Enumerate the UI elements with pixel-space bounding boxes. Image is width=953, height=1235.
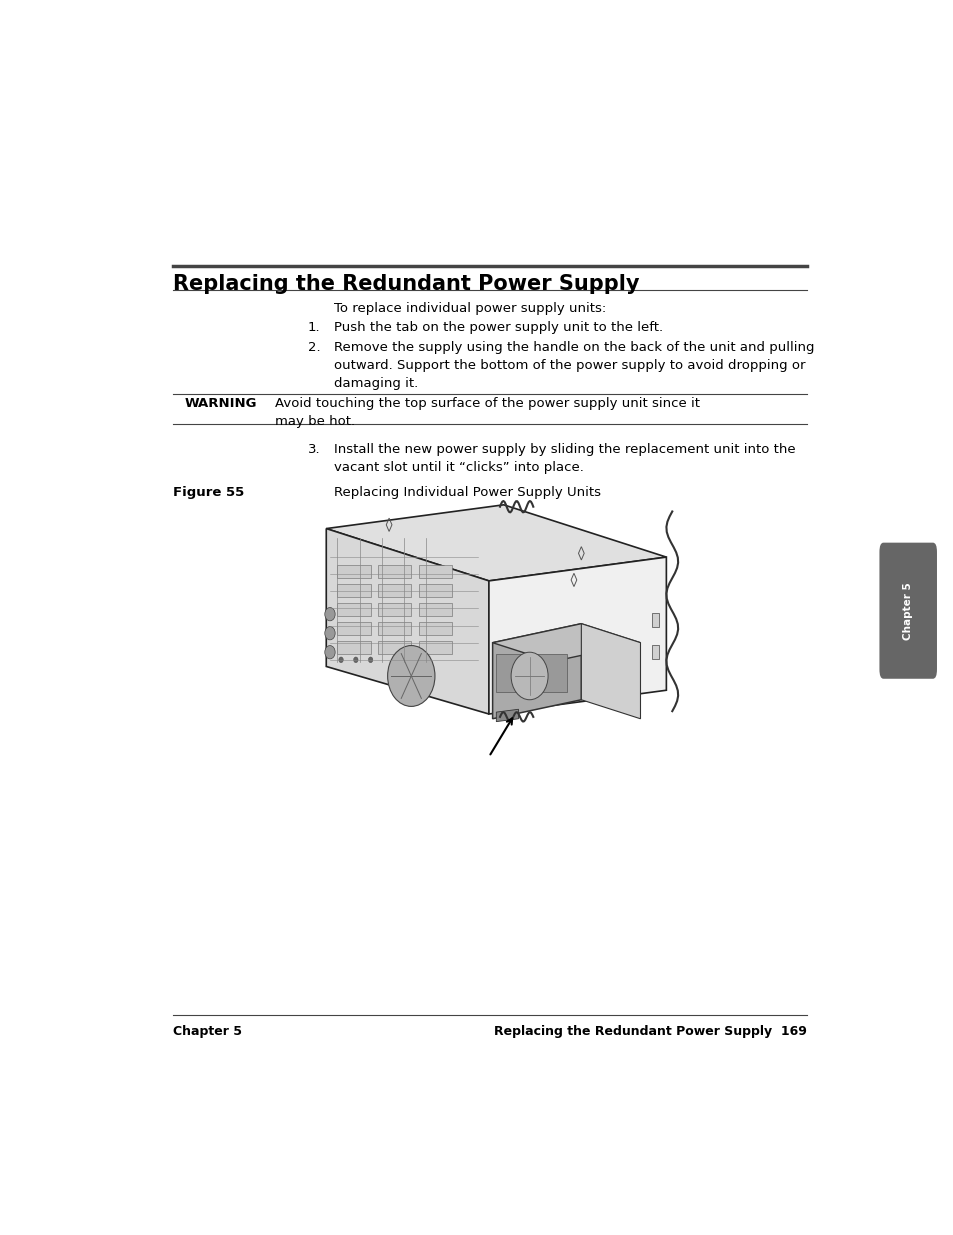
Text: Push the tab on the power supply unit to the left.: Push the tab on the power supply unit to… xyxy=(334,321,662,335)
Text: Replacing the Redundant Power Supply: Replacing the Redundant Power Supply xyxy=(173,274,639,294)
Text: Avoid touching the top surface of the power supply unit since it: Avoid touching the top surface of the po… xyxy=(274,398,699,410)
Polygon shape xyxy=(496,709,518,721)
Polygon shape xyxy=(326,505,665,580)
Text: Replacing Individual Power Supply Units: Replacing Individual Power Supply Units xyxy=(334,485,600,499)
Text: Chapter 5: Chapter 5 xyxy=(173,1025,242,1037)
Bar xyxy=(337,641,370,655)
Circle shape xyxy=(511,652,547,700)
Bar xyxy=(377,621,411,635)
Bar xyxy=(377,603,411,616)
Bar xyxy=(377,564,411,578)
Polygon shape xyxy=(326,529,488,714)
Text: may be hot.: may be hot. xyxy=(274,415,355,429)
Bar xyxy=(651,614,659,627)
Text: Remove the supply using the handle on the back of the unit and pulling: Remove the supply using the handle on th… xyxy=(334,341,813,354)
Text: Install the new power supply by sliding the replacement unit into the: Install the new power supply by sliding … xyxy=(334,443,795,456)
Bar xyxy=(418,564,452,578)
Circle shape xyxy=(338,657,343,663)
Circle shape xyxy=(324,608,335,621)
Bar xyxy=(496,655,566,692)
Circle shape xyxy=(324,646,335,658)
Text: damaging it.: damaging it. xyxy=(334,378,417,390)
Bar xyxy=(337,564,370,578)
Text: Replacing the Redundant Power Supply  169: Replacing the Redundant Power Supply 169 xyxy=(494,1025,806,1037)
Text: Figure 55: Figure 55 xyxy=(173,485,244,499)
Circle shape xyxy=(368,657,373,663)
Text: 1.: 1. xyxy=(308,321,320,335)
Bar xyxy=(418,621,452,635)
Text: vacant slot until it “clicks” into place.: vacant slot until it “clicks” into place… xyxy=(334,461,583,474)
Bar xyxy=(377,641,411,655)
Polygon shape xyxy=(488,557,665,714)
Polygon shape xyxy=(492,624,639,662)
Bar xyxy=(651,645,659,658)
Circle shape xyxy=(324,626,335,640)
Text: 3.: 3. xyxy=(308,443,320,456)
Text: Chapter 5: Chapter 5 xyxy=(902,582,912,640)
Polygon shape xyxy=(492,624,580,719)
Bar xyxy=(418,603,452,616)
Polygon shape xyxy=(580,624,639,719)
Bar xyxy=(377,584,411,597)
Text: outward. Support the bottom of the power supply to avoid dropping or: outward. Support the bottom of the power… xyxy=(334,359,804,372)
Text: 2.: 2. xyxy=(308,341,320,354)
Bar xyxy=(337,584,370,597)
Bar xyxy=(418,584,452,597)
Bar xyxy=(418,641,452,655)
FancyBboxPatch shape xyxy=(879,542,936,679)
Circle shape xyxy=(354,657,357,663)
Text: To replace individual power supply units:: To replace individual power supply units… xyxy=(334,303,605,315)
Bar xyxy=(337,621,370,635)
Bar xyxy=(337,603,370,616)
Circle shape xyxy=(387,646,435,706)
Text: WARNING: WARNING xyxy=(184,398,256,410)
